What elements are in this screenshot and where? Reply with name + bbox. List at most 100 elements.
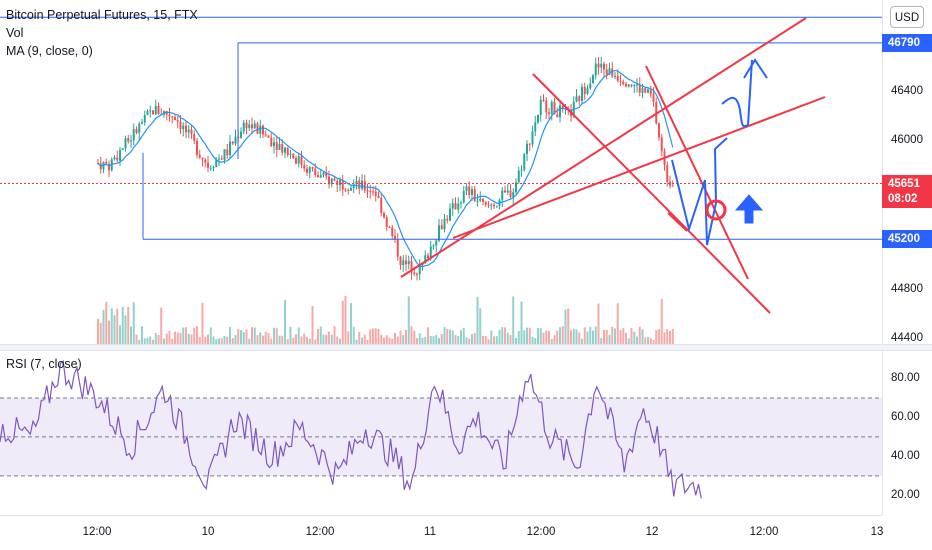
volume-bar (440, 334, 443, 344)
volume-bar (226, 336, 229, 344)
volume-bar (435, 335, 438, 344)
volume-bar (377, 328, 380, 344)
volume-bar (636, 336, 638, 344)
candle-body (267, 135, 270, 138)
volume-bar (462, 328, 465, 344)
volume-bar (259, 332, 262, 344)
volume-bar (201, 302, 204, 344)
volume-bar (339, 338, 341, 344)
volume-bar (113, 315, 116, 344)
volume-bar (130, 326, 132, 344)
volume-bar (372, 328, 374, 344)
candle-body (649, 89, 652, 95)
candle-body (121, 148, 124, 150)
candle-body (127, 138, 130, 142)
volume-bar (504, 327, 506, 344)
volume-bar (196, 326, 198, 344)
candle-body (394, 236, 396, 240)
candle-body (383, 213, 385, 218)
volume-bar (457, 335, 460, 344)
candle-body (589, 83, 592, 89)
volume-bar (586, 331, 589, 344)
candle-body (641, 88, 644, 93)
volume-bar (556, 330, 559, 344)
candle-body (476, 200, 479, 202)
rsi-pane[interactable]: RSI (7, close) (0, 351, 882, 515)
candle-body (443, 218, 446, 230)
volume-bar (627, 338, 630, 344)
volume-bar (418, 333, 421, 344)
volume-bar (476, 296, 479, 344)
volume-bar (273, 327, 275, 344)
price-pane[interactable]: Bitcoin Perpetual Futures, 15, FTX Vol M… (0, 0, 882, 344)
currency-badge[interactable]: USD (890, 6, 924, 28)
candle-body (328, 176, 330, 185)
candle-body (347, 189, 350, 191)
volume-bar (561, 326, 564, 344)
rsi-tick-label: 60.00 (891, 411, 920, 424)
candle-body (616, 75, 619, 81)
candle-body (157, 105, 160, 115)
candle-body (154, 105, 157, 115)
volume-bar (407, 296, 410, 344)
candle-body (138, 123, 141, 133)
candle-body (473, 189, 476, 201)
volume-bar (622, 328, 625, 344)
volume-bar (402, 335, 405, 344)
volume-bar (531, 336, 534, 344)
volume-bar (479, 308, 482, 344)
volume-bar (350, 303, 352, 344)
volume-bar (121, 306, 124, 344)
candle-body (432, 245, 435, 247)
volume-bar (427, 327, 429, 344)
candle-body (149, 110, 152, 112)
candle-body (146, 111, 149, 115)
candle-body (262, 125, 264, 135)
candle-body (622, 81, 625, 85)
candle-body (292, 153, 295, 159)
volume-bar (262, 335, 264, 344)
candle-body (454, 203, 457, 210)
candle-body (193, 134, 196, 141)
candle-body (119, 149, 121, 161)
volume-bar (380, 334, 383, 344)
candle-body (143, 114, 146, 123)
volume-bar (545, 330, 548, 344)
volume-bar (314, 339, 317, 344)
candle-body (460, 202, 462, 204)
volume-bar (297, 327, 300, 344)
pane-separator[interactable] (0, 344, 932, 351)
candle-body (333, 178, 336, 181)
volume-bar (187, 333, 190, 344)
rsi-tick-label: 40.00 (891, 450, 920, 463)
candle-body (446, 218, 449, 221)
candle-body (523, 154, 526, 170)
volume-bar (193, 327, 196, 344)
volume-bar (185, 327, 187, 344)
volume-bar (110, 308, 113, 344)
volume-bar (132, 302, 135, 344)
rsi-axis[interactable]: 80.00 60.00 40.00 20.00 (882, 351, 932, 515)
time-axis[interactable]: 12:00 10 12:00 11 12:00 12 12:00 13 (0, 515, 883, 550)
candle-body (542, 99, 545, 101)
candle-body (391, 227, 394, 237)
volume-bar (245, 329, 248, 344)
candle-body (559, 105, 561, 118)
volume-bar (553, 335, 556, 344)
candle-body (220, 158, 223, 160)
candle-body (141, 122, 143, 124)
candle-body (402, 260, 405, 266)
volume-bar (534, 338, 537, 344)
time-tick-label: 12:00 (82, 526, 112, 538)
volume-bar (251, 327, 253, 344)
volume-bar (443, 327, 446, 344)
price-tick-label: 46000 (891, 134, 923, 147)
volume-bar (231, 338, 234, 344)
volume-bar (209, 327, 212, 344)
candle-body (435, 240, 438, 246)
volume-bar (567, 308, 570, 344)
volume-bar (240, 330, 242, 344)
price-tick-label: 46400 (891, 85, 923, 98)
volume-bar (658, 329, 660, 344)
candle-body (231, 141, 234, 144)
